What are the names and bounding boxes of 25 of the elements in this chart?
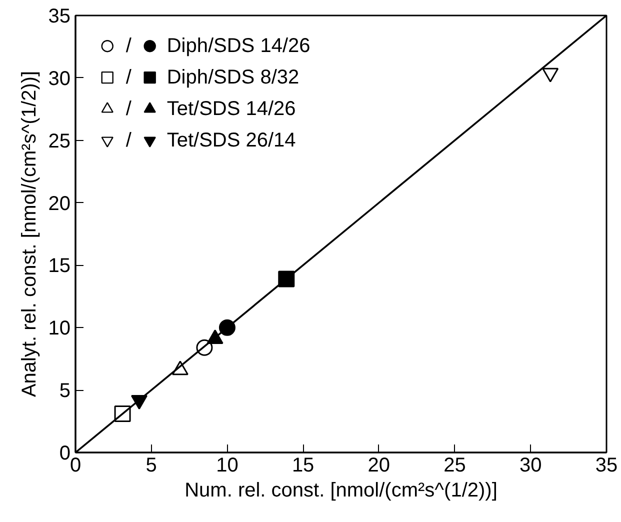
annotation: /	[126, 35, 132, 58]
x-axis-title: Num. rel. const. [nmol/(cm²s^(1/2))]	[184, 480, 498, 502]
y-tick-label: 5	[59, 380, 70, 402]
y-tick-label: 15	[48, 255, 71, 278]
x-tick-label: 15	[292, 454, 314, 476]
y-tick-label: 30	[48, 68, 71, 90]
legend-label: Tet/SDS 14/26	[166, 98, 296, 120]
legend-label: Tet/SDS 26/14	[166, 129, 296, 152]
legend-label: Diph/SDS 8/32	[166, 66, 300, 89]
x-tick-label: 30	[520, 454, 542, 476]
y-tick-label: 25	[48, 130, 71, 152]
legend-label: Diph/SDS 14/26	[166, 35, 310, 58]
x-tick-label: 35	[595, 454, 618, 476]
annotation: /	[126, 66, 132, 89]
x-tick-label: 5	[146, 454, 157, 476]
x-tick-label: 20	[368, 454, 390, 476]
y-tick-label: 10	[48, 318, 71, 340]
y-axis-title: Analyt. rel. const. [nmol/(cm²s^(1/2))]	[18, 70, 40, 398]
point	[542, 68, 559, 82]
x-tick-label: 10	[216, 454, 238, 476]
annotation: /	[126, 129, 132, 152]
y-tick-label: 35	[48, 6, 71, 28]
x-tick-label: 25	[444, 454, 466, 476]
annotation: /	[126, 98, 132, 120]
y-tick-label: 20	[48, 192, 71, 215]
